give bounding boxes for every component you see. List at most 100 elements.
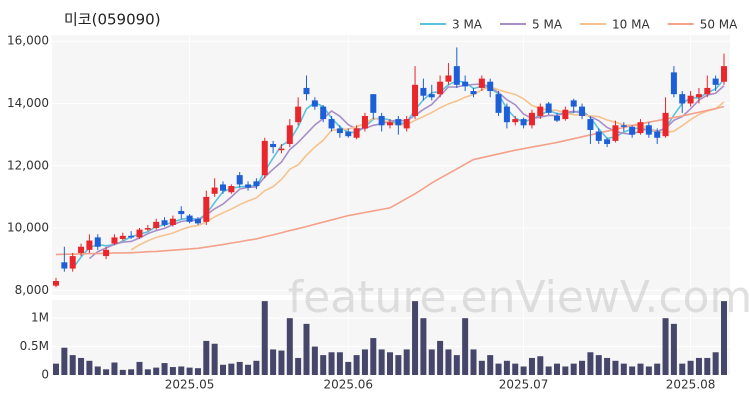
candle-body (637, 122, 644, 134)
volume-bar (453, 355, 460, 375)
y-tick-label: 0.5M (20, 339, 49, 353)
volume-bar (562, 366, 569, 375)
watermark: feature.enViewV.com (288, 272, 750, 323)
candle-body (253, 181, 260, 187)
candle-body (336, 128, 343, 134)
volume-bar (412, 301, 419, 375)
candle-body (687, 95, 694, 104)
volume-bar (654, 363, 661, 375)
candle-body (295, 106, 302, 123)
volume-bar (203, 340, 210, 375)
candle-body (136, 229, 143, 238)
volume-bar (303, 323, 310, 375)
candle-body (554, 115, 560, 121)
volume-bar (270, 349, 277, 375)
volume-bar (178, 366, 185, 375)
candle-body (662, 112, 669, 137)
volume-bar (612, 360, 619, 375)
volume-bar (245, 364, 252, 375)
candle-body (203, 196, 210, 222)
y-tick-label: 8,000 (15, 283, 49, 297)
candle-body (361, 115, 368, 129)
candle-body (570, 100, 577, 107)
candle-body (320, 106, 327, 120)
candle-body (186, 215, 193, 222)
candle-body (595, 131, 602, 141)
volume-bar (595, 355, 602, 375)
chart-title: 미코(059090) (64, 11, 161, 29)
volume-bar (695, 357, 702, 375)
candle-body (654, 131, 661, 138)
volume-bar (61, 347, 68, 375)
candle-body (712, 78, 719, 85)
legend-label: 10 MA (612, 18, 650, 32)
volume-bar (261, 301, 268, 375)
y-tick-label: 12,000 (7, 158, 49, 172)
candle-body (144, 228, 151, 230)
candle-body (478, 78, 485, 88)
candle-body (370, 94, 377, 113)
x-tick-label: 2025.05 (165, 378, 215, 392)
candle-body (395, 119, 402, 126)
volume-bar (604, 357, 611, 375)
candle-body (94, 237, 101, 247)
candle-body (503, 106, 510, 123)
volume-bar (69, 355, 76, 375)
volume-bar (387, 352, 393, 375)
volume-bar (345, 361, 352, 375)
volume-bar (311, 346, 318, 375)
volume-bar (403, 349, 410, 375)
candle-body (403, 119, 410, 129)
candle-body (462, 81, 469, 87)
candle-body (220, 184, 226, 191)
candle-body (645, 125, 652, 135)
candle-body (612, 125, 619, 141)
candle-body (245, 184, 252, 188)
volume-bar (428, 349, 435, 375)
legend-label: 50 MA (700, 18, 738, 32)
volume-bar (370, 338, 377, 375)
volume-bar (495, 363, 502, 375)
volume-bar (336, 352, 343, 375)
candle-body (328, 119, 335, 129)
candle-body (579, 106, 586, 116)
candle-body (704, 87, 711, 95)
y-tick-label: 0 (41, 368, 49, 382)
candle-body (270, 143, 277, 148)
volume-bar (445, 349, 452, 375)
candle-body (211, 187, 218, 194)
candle-body (78, 246, 85, 253)
volume-bar (144, 369, 151, 375)
candle-body (169, 218, 176, 225)
volume-bar (679, 363, 686, 375)
y-tick-label: 16,000 (7, 34, 49, 48)
volume-bar (637, 363, 644, 375)
candle-body (545, 103, 552, 113)
volume-bar (278, 350, 285, 375)
ma-line (130, 86, 725, 251)
x-tick-label: 2025.06 (323, 378, 373, 392)
candle-body (286, 125, 293, 144)
candle-body (53, 280, 59, 286)
candle-body (278, 148, 285, 151)
volume-bar (570, 363, 577, 375)
candle-body (119, 235, 126, 239)
volume-bar (119, 369, 126, 375)
candle-body (445, 75, 452, 82)
candle-body (629, 126, 636, 135)
volume-bar (537, 356, 544, 375)
volume-bar (620, 363, 627, 375)
volume-bar (687, 360, 694, 375)
volume-bar (361, 349, 368, 375)
volume-bar (103, 369, 110, 375)
candle-body (236, 175, 243, 185)
volume-bar (645, 366, 652, 375)
volume-bar (328, 352, 335, 375)
candle-body (161, 220, 168, 225)
volume-bar (253, 360, 260, 375)
volume-bar (587, 352, 594, 375)
volume-bar (670, 323, 677, 375)
candle-body (311, 100, 318, 107)
candle-body (528, 112, 535, 126)
